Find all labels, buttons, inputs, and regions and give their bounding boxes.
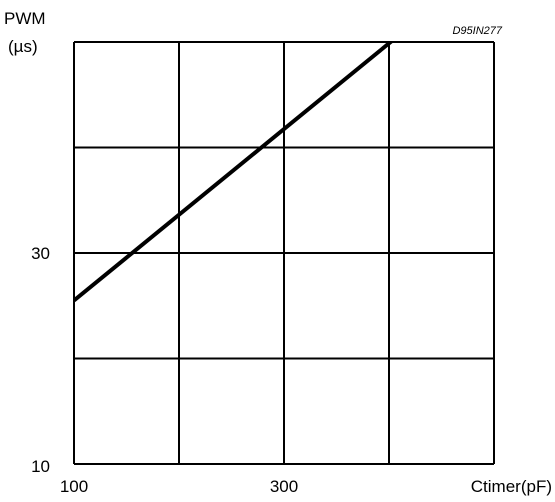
y-axis-title-line2: (µs) — [8, 37, 38, 56]
x-tick-label: 100 — [60, 477, 88, 496]
x-tick-label: 300 — [270, 477, 298, 496]
series-layer — [74, 42, 394, 303]
series-line — [74, 42, 394, 303]
labels-layer: PWM (µs) D95IN277 Ctimer(pF) — [4, 9, 552, 496]
y-axis-title-line1: PWM — [4, 9, 46, 28]
ticks-layer: 100 300 10 30 — [31, 244, 298, 496]
x-axis-title: Ctimer(pF) — [471, 477, 552, 496]
grid — [73, 41, 495, 465]
y-tick-label: 30 — [31, 244, 50, 263]
y-tick-label: 10 — [31, 457, 50, 476]
chart-code: D95IN277 — [452, 25, 502, 37]
